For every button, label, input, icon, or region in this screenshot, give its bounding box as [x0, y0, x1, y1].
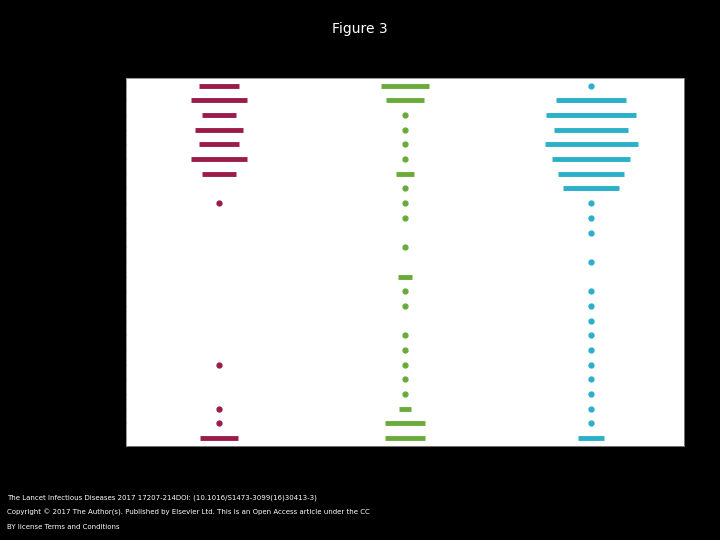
Y-axis label: SNV differences between isolates: SNV differences between isolates [57, 180, 66, 343]
Text: The Lancet Infectious Diseases 2017 17207-214DOI: (10.1016/S1473-3099(16)30413-3: The Lancet Infectious Diseases 2017 1720… [7, 494, 317, 501]
Text: Figure 3: Figure 3 [332, 22, 388, 36]
Text: Copyright © 2017 The Author(s). Published by Elsevier Ltd. This is an Open Acces: Copyright © 2017 The Author(s). Publishe… [7, 509, 370, 516]
Text: BY license Terms and Conditions: BY license Terms and Conditions [7, 524, 120, 530]
